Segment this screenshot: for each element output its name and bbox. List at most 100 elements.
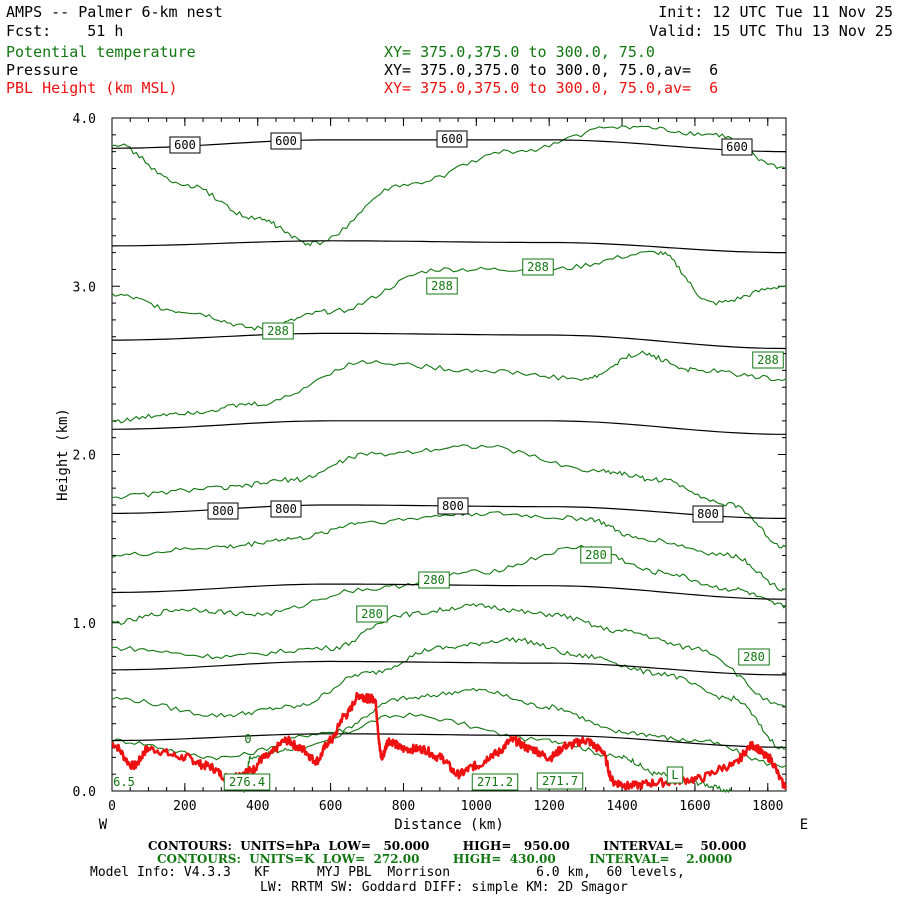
theta-label-box xyxy=(418,571,450,589)
xy-pbl: XY= 375.0,375.0 to 300.0, 75.0,av= 6 xyxy=(384,79,719,97)
theta-contour-280 xyxy=(111,544,787,626)
theta-label-text: 271.7 xyxy=(542,774,578,788)
x-tick-label: 1800 xyxy=(752,799,783,814)
pressure-label-text: 800 xyxy=(212,504,234,518)
theta-label-box xyxy=(752,351,784,369)
x-tick-label: 400 xyxy=(246,799,269,814)
pressure-label-text: 600 xyxy=(174,138,196,152)
theta-label-box xyxy=(666,766,684,784)
pressure-label: 800 xyxy=(692,505,724,523)
valid-time: Valid: 15 UTC Thu 13 Nov 25 xyxy=(649,22,893,40)
theta-contour-278 xyxy=(111,603,787,708)
pressure-label-box xyxy=(207,502,239,520)
theta-label-text: 271.2 xyxy=(477,775,513,789)
theta-label-text: 6.5 xyxy=(113,775,135,789)
theta-contours xyxy=(111,125,787,794)
theta-label-text: 276.4 xyxy=(229,775,265,789)
pressure-label-box xyxy=(692,505,724,523)
theta-label: 271.7 xyxy=(536,772,584,790)
theta-label-box xyxy=(536,772,584,790)
field-theta-label: Potential temperature xyxy=(6,43,196,61)
pressure-contour-750 xyxy=(111,420,786,435)
theta-label: L xyxy=(666,766,684,784)
east-label: E xyxy=(800,817,808,833)
y-axis-label: Height (km) xyxy=(55,408,71,501)
theta-label-box xyxy=(522,258,554,276)
x-tick-label: 1200 xyxy=(534,799,565,814)
init-time: Init: 12 UTC Tue 11 Nov 25 xyxy=(658,3,893,21)
pressure-label: 600 xyxy=(169,136,201,154)
y-tick-label: 0.0 xyxy=(73,785,96,800)
theta-label: 280 xyxy=(418,571,450,589)
theta-label-box xyxy=(738,648,770,666)
x-tick-label: 1400 xyxy=(606,799,637,814)
contour-labels: 600 600 600 600 800 800 800 800 288 288 288 288 280 2… xyxy=(113,130,784,791)
pressure-label-text: 800 xyxy=(697,507,719,521)
theta-label-text: 280 xyxy=(361,607,383,621)
x-tick-label: 0 xyxy=(108,799,116,814)
pressure-label: 600 xyxy=(270,132,302,150)
theta-label-box xyxy=(223,773,271,791)
theta-label-text: L xyxy=(671,768,678,782)
pbl-height-line xyxy=(111,691,788,791)
theta-label: 280 xyxy=(738,648,770,666)
pressure-label: 800 xyxy=(437,497,469,515)
pressure-contours xyxy=(111,139,787,748)
footer-model-info-2: LW: RRTM SW: Goddard DIFF: simple KM: 2D… xyxy=(260,880,628,895)
pbl-height-series xyxy=(111,691,788,791)
theta-contour-290 xyxy=(111,125,787,247)
theta-label: 280 xyxy=(356,605,388,623)
theta-contour-286 xyxy=(111,350,787,424)
pressure-label: 600 xyxy=(721,138,753,156)
pressure-contour-950 xyxy=(112,733,787,748)
field-pbl-label: PBL Height (km MSL) xyxy=(6,79,178,97)
x-tick-label: 1600 xyxy=(679,799,710,814)
theta-contour-284 xyxy=(111,444,787,549)
pressure-label: 800 xyxy=(207,502,239,520)
theta-label: 280 xyxy=(580,546,612,564)
plot-frame xyxy=(111,117,787,792)
x-tick-label: 600 xyxy=(319,799,342,814)
footer-model-info: Model Info: V4.3.3 KF MYJ PBL Morrison 6… xyxy=(90,865,685,880)
theta-label-text: 288 xyxy=(527,260,549,274)
theta-contour-288 xyxy=(111,250,787,331)
pressure-label: 600 xyxy=(436,130,468,148)
axis-ticks xyxy=(111,117,787,792)
axis-text: 0 200 400 600 800 1000 1200 1400 1600 1800 0.0 1.0 2… xyxy=(55,112,808,833)
pressure-label-text: 800 xyxy=(275,502,297,516)
field-pressure-label: Pressure xyxy=(6,61,79,79)
theta-contour-274 xyxy=(111,687,787,768)
forecast-hour: Fcst: 51 h xyxy=(6,22,124,40)
y-tick-label: 1.0 xyxy=(73,617,96,632)
theta-label: 271.2 xyxy=(471,773,519,791)
theta-label-text: 280 xyxy=(423,573,445,587)
x-tick-label: 1000 xyxy=(461,799,492,814)
x-tick-label: 800 xyxy=(392,799,415,814)
theta-label-box xyxy=(426,277,458,295)
pressure-label-text: 600 xyxy=(275,134,297,148)
theta-contour-276 xyxy=(111,637,787,750)
theta-label-box xyxy=(580,546,612,564)
theta-contour-282 xyxy=(111,510,786,592)
pressure-label-box xyxy=(721,138,753,156)
pressure-label-box xyxy=(436,130,468,148)
theta-label: 288 xyxy=(262,322,294,340)
theta-label-box xyxy=(471,773,519,791)
theta-label-text: 0 xyxy=(244,732,251,746)
pressure-contour-650 xyxy=(111,240,786,254)
theta-label-text: 288 xyxy=(267,324,289,338)
y-tick-label: 3.0 xyxy=(73,280,96,295)
xy-theta: XY= 375.0,375.0 to 300.0, 75.0 xyxy=(384,43,655,61)
pressure-contour-900 xyxy=(111,660,786,676)
west-label: W xyxy=(99,817,108,833)
theta-label: 6.5 xyxy=(113,775,135,789)
pressure-label-text: 800 xyxy=(442,499,464,513)
theta-label-text: 288 xyxy=(757,353,779,367)
pressure-label-box xyxy=(169,136,201,154)
x-axis-label: Distance (km) xyxy=(394,817,504,833)
pressure-label-text: 600 xyxy=(441,132,463,146)
pressure-label-text: 600 xyxy=(726,140,748,154)
pressure-label-box xyxy=(270,500,302,518)
y-tick-label: 4.0 xyxy=(73,112,96,127)
